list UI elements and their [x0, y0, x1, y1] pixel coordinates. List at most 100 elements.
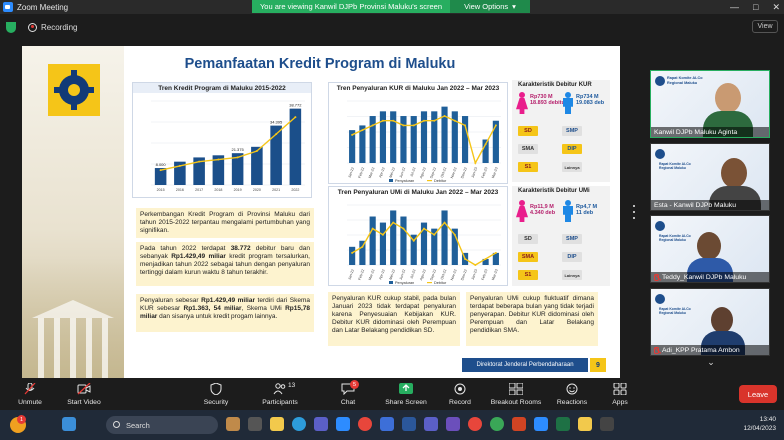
slide-side-panel: [22, 46, 124, 378]
meeting-toolbar: Unmute Start Video Security 13 Participa…: [0, 380, 784, 410]
para3-total: Rp1.429,49 miliar: [201, 297, 255, 304]
chat-button[interactable]: 5 Chat: [318, 380, 378, 410]
participant-tile[interactable]: Rapat Komite ALCo Regional Maluku Esta -…: [650, 143, 770, 211]
tile-background-text: Rapat Komite ALCo Regional Maluku: [659, 234, 691, 242]
data-label: 38.772: [289, 103, 302, 108]
x-tick-label: Jan-22: [347, 269, 355, 281]
record-icon: [454, 383, 466, 395]
chart3-title: Tren Penyaluran UMi di Maluku Jan 2022 –…: [337, 189, 499, 196]
legend-label: Debitur: [434, 179, 447, 183]
windows-start-icon[interactable]: [62, 417, 76, 431]
legend-label: Penyaluran: [395, 281, 414, 285]
series-line: [160, 116, 296, 171]
panel-resize-handle[interactable]: [633, 205, 637, 219]
excel-icon[interactable]: [556, 417, 570, 431]
umi-male-debitur: 11 deb: [576, 210, 594, 216]
chart-bar: [212, 155, 225, 185]
x-tick-label: Jun-22: [399, 269, 407, 281]
minimize-button[interactable]: —: [730, 2, 740, 12]
organization-logo-icon: [655, 221, 665, 231]
x-tick-label: 2021: [272, 188, 280, 192]
participant-name: Adi_KPP Pratama Ambon: [662, 346, 740, 354]
legend-swatch: [389, 281, 393, 284]
participant-tile[interactable]: Rapat Komite ALCo Regional Maluku Kanwil…: [650, 70, 770, 138]
zoom-taskbar-icon[interactable]: [336, 417, 350, 431]
teams-alt-icon[interactable]: [446, 417, 460, 431]
x-tick-label: Okt-22: [440, 269, 447, 281]
chart-bar: [369, 216, 376, 265]
start-video-label: Start Video: [67, 399, 101, 406]
file-explorer-icon[interactable]: [270, 417, 284, 431]
legend-swatch: [427, 282, 432, 284]
word-icon[interactable]: [402, 417, 416, 431]
view-layout-button[interactable]: View: [752, 20, 778, 33]
para3-text: terdiri dari Skema KUR sebesar: [140, 297, 310, 312]
encryption-shield-icon[interactable]: [6, 21, 16, 33]
chart-bar: [482, 139, 489, 163]
taskbar-app-icon[interactable]: [226, 417, 240, 431]
apps-button[interactable]: Apps: [590, 380, 650, 410]
para3-text: , Skema UMi: [241, 305, 286, 312]
chart-bar: [369, 116, 376, 163]
umi-char-title: Karakteristik Debitur UMi: [518, 188, 590, 194]
chart-bar: [492, 252, 499, 265]
store-icon[interactable]: [314, 417, 328, 431]
taskbar-search[interactable]: Search: [106, 416, 218, 434]
edu-lainnya: Lainnya: [562, 162, 582, 172]
chrome-icon[interactable]: [468, 417, 482, 431]
share-screen-button[interactable]: Share Screen: [376, 380, 436, 410]
maximize-button[interactable]: □: [753, 2, 759, 12]
task-view-icon[interactable]: [248, 417, 262, 431]
series-point: [361, 245, 364, 248]
breakout-rooms-button[interactable]: Breakout Rooms: [486, 380, 546, 410]
zoom-window-icon[interactable]: [534, 417, 548, 431]
para3-umi: Rp15,78 miliar: [140, 305, 310, 320]
participant-tile[interactable]: Rapat Komite ALCo Regional Maluku Teddy_…: [650, 215, 770, 283]
launcher-icon[interactable]: [380, 417, 394, 431]
security-button[interactable]: Security: [186, 380, 246, 410]
powerpoint-icon[interactable]: [512, 417, 526, 431]
participant-face: [697, 232, 721, 260]
chart-bar: [379, 111, 387, 163]
office-icon[interactable]: [358, 417, 372, 431]
close-button[interactable]: ✕: [772, 1, 780, 12]
participant-tile[interactable]: Rapat Komite ALCo Regional Maluku Adi_KP…: [650, 288, 770, 356]
kur-male-debitur: 19.083 deb: [576, 100, 605, 106]
chrome-profile-icon[interactable]: [490, 417, 504, 431]
unmute-button[interactable]: Unmute: [0, 380, 60, 410]
participants-button[interactable]: 13 Participants: [250, 380, 310, 410]
participant-name-bar: Teddy_Kanwil DJPb Maluku: [651, 272, 769, 282]
chart-header: [133, 83, 311, 93]
slide-title: Pemanfaatan Kredit Program di Maluku: [184, 56, 456, 72]
chevron-down-icon[interactable]: ⌄: [707, 357, 715, 367]
edge-icon[interactable]: [292, 417, 306, 431]
edu-dip: DIP: [562, 252, 582, 262]
x-tick-label: 2019: [234, 188, 242, 192]
teams-icon[interactable]: [424, 417, 438, 431]
tile-background-text: Rapat Komite ALCo Regional Maluku: [667, 76, 703, 85]
chart-bar: [461, 116, 469, 163]
kur-characteristics-panel: Karakteristik Debitur KUR Rp730 M 18.893…: [512, 80, 610, 182]
leave-meeting-button[interactable]: Leave: [739, 385, 777, 403]
reactions-button[interactable]: Reactions: [542, 380, 602, 410]
para2-debitur: 38.772: [230, 245, 251, 252]
sticky-notes-icon[interactable]: [578, 417, 592, 431]
x-tick-label: Des-22: [460, 269, 468, 281]
chart-bar: [154, 168, 167, 185]
system-clock[interactable]: 13:40 12/04/2023: [743, 415, 776, 433]
series-point: [402, 227, 405, 230]
start-video-button[interactable]: Start Video: [54, 380, 114, 410]
series-point: [474, 264, 477, 266]
x-tick-label: Mar-22: [368, 167, 376, 179]
clock-date: 12/04/2023: [743, 425, 776, 432]
series-point: [423, 119, 425, 122]
view-options-button[interactable]: View Options ▾: [450, 0, 530, 13]
umi-female-debitur: 4.340 deb: [530, 210, 556, 216]
taskbar-search-label: Search: [126, 420, 150, 430]
mic-muted-icon: [654, 346, 659, 354]
x-tick-label: Agu-22: [419, 269, 427, 281]
settings-icon[interactable]: [600, 417, 614, 431]
record-button[interactable]: Record: [430, 380, 490, 410]
window-controls: — □ ✕: [730, 0, 780, 14]
people-icon: [273, 383, 286, 395]
